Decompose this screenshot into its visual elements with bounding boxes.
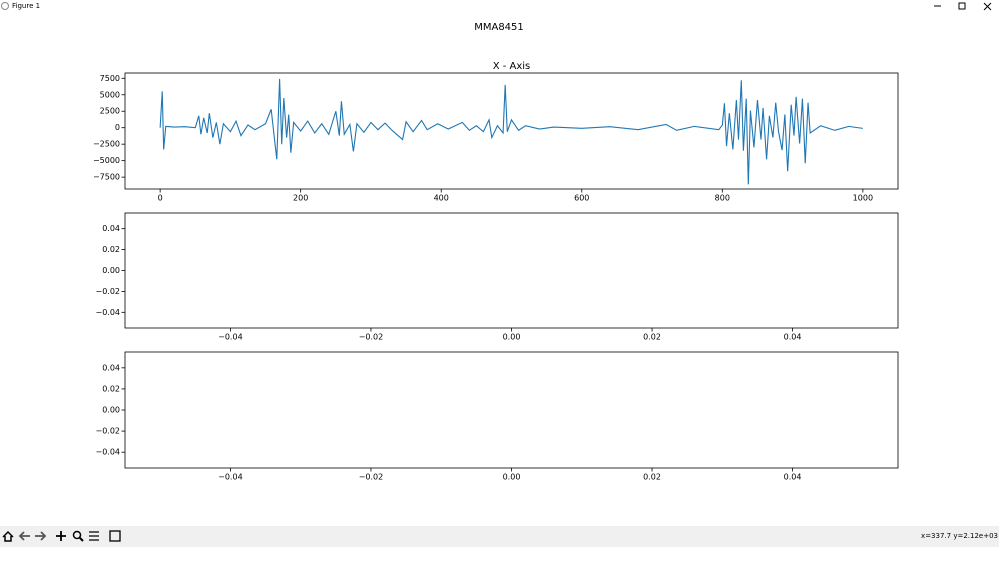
y-tick-label: 0.00 bbox=[102, 266, 120, 275]
axes-frame bbox=[124, 212, 899, 329]
x-tick-label: 0.00 bbox=[503, 333, 521, 342]
x-tick-label: 0.02 bbox=[643, 333, 661, 342]
y-tick-label: 0.04 bbox=[102, 224, 120, 233]
y-tick-label: −0.02 bbox=[95, 427, 120, 436]
forward-button[interactable] bbox=[35, 531, 47, 541]
y-tick-label: −0.04 bbox=[95, 448, 120, 457]
x-tick-label: 600 bbox=[574, 194, 589, 203]
back-button[interactable] bbox=[18, 531, 30, 541]
y-tick-label: −2500 bbox=[93, 140, 120, 149]
x-tick-label: 0.00 bbox=[503, 473, 521, 482]
zoom-button[interactable] bbox=[72, 530, 84, 542]
x-tick-label: 0.04 bbox=[784, 473, 802, 482]
close-button[interactable] bbox=[983, 2, 992, 11]
signal-line bbox=[159, 78, 863, 185]
y-tick-label: 0.02 bbox=[102, 384, 120, 393]
maximize-button[interactable] bbox=[958, 2, 966, 10]
x-tick-label: 400 bbox=[434, 194, 449, 203]
save-button[interactable] bbox=[109, 530, 121, 542]
figure-suptitle: MMA8451 bbox=[474, 22, 524, 33]
y-tick-label: 7500 bbox=[100, 74, 120, 83]
home-button[interactable] bbox=[2, 530, 14, 542]
x-tick-label: 0.02 bbox=[643, 473, 661, 482]
y-tick-label: −0.02 bbox=[95, 287, 120, 296]
y-tick-label: −5000 bbox=[93, 156, 120, 165]
x-tick-label: 800 bbox=[715, 194, 730, 203]
y-tick-label: 0.02 bbox=[102, 245, 120, 254]
x-tick-label: −0.04 bbox=[218, 333, 243, 342]
y-tick-label: −7500 bbox=[93, 173, 120, 182]
x-tick-label: 0 bbox=[158, 194, 163, 203]
x-tick-label: −0.02 bbox=[359, 473, 384, 482]
x-tick-label: 0.04 bbox=[784, 333, 802, 342]
x-tick-label: 1000 bbox=[853, 194, 873, 203]
axes-title: X - Axis bbox=[493, 61, 531, 72]
app-icon bbox=[1, 2, 9, 10]
configure-button[interactable] bbox=[89, 531, 99, 541]
axes-frame bbox=[124, 72, 899, 190]
toolbar bbox=[0, 526, 999, 547]
y-tick-label: 5000 bbox=[100, 90, 120, 99]
pan-button[interactable] bbox=[56, 531, 66, 541]
axes-frame bbox=[124, 351, 899, 469]
x-tick-label: −0.02 bbox=[359, 333, 384, 342]
y-tick-label: 0.04 bbox=[102, 363, 120, 372]
x-tick-label: 200 bbox=[293, 194, 308, 203]
y-tick-label: 2500 bbox=[100, 107, 120, 116]
y-tick-label: 0.00 bbox=[102, 406, 120, 415]
window-title: Figure 1 bbox=[12, 2, 40, 10]
y-tick-label: −0.04 bbox=[95, 308, 120, 317]
y-tick-label: 0 bbox=[115, 123, 120, 132]
x-tick-label: −0.04 bbox=[218, 473, 243, 482]
status-text: x=337.7 y=2.12e+03 bbox=[921, 532, 998, 540]
